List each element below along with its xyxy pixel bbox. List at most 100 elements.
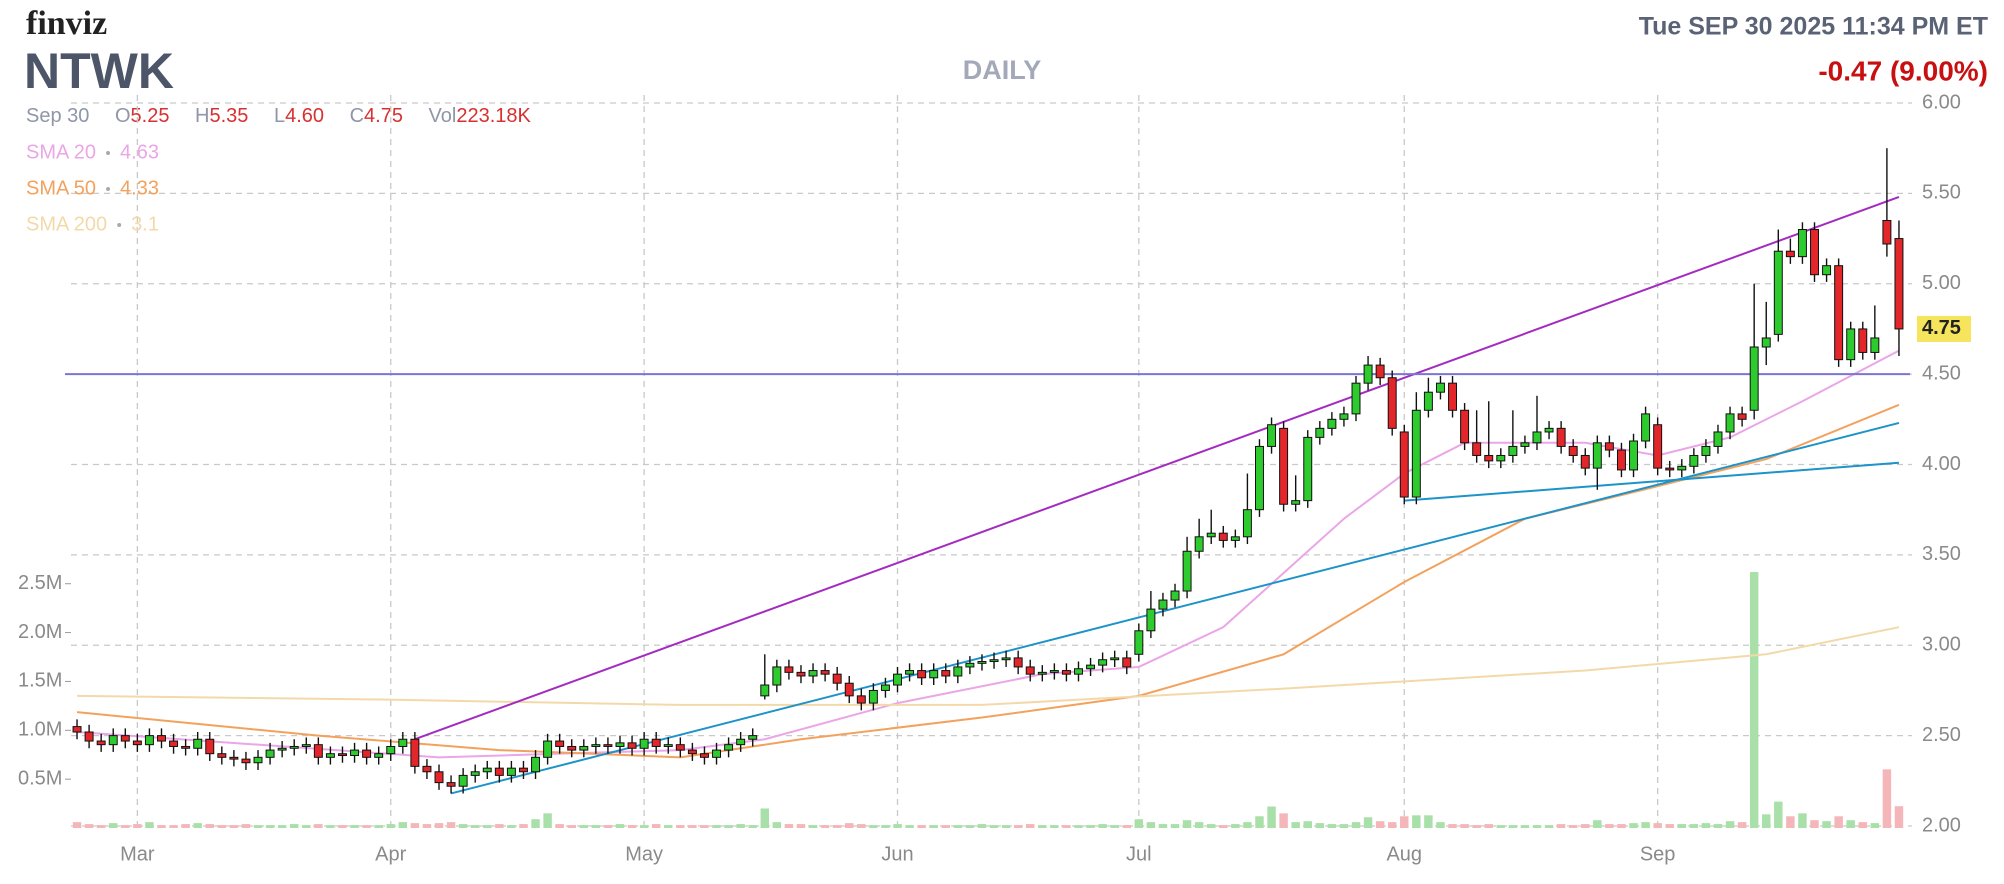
volume-bar xyxy=(1641,822,1650,828)
volume-bar xyxy=(386,824,395,828)
candle-body xyxy=(350,749,360,757)
candle-body xyxy=(1061,670,1071,675)
volume-bar xyxy=(1508,825,1518,828)
candle-body xyxy=(325,753,335,758)
candle-body xyxy=(1544,427,1554,433)
volume-bar xyxy=(1170,824,1180,828)
candle-body xyxy=(1797,229,1807,258)
candle-body xyxy=(1653,424,1663,469)
volume-bar xyxy=(338,825,347,828)
candle-body xyxy=(446,782,456,787)
info-label: O xyxy=(115,105,131,127)
legend: SMA 20 4.63 SMA 50 4.33 SMA 200 3.1 xyxy=(26,141,159,235)
volume-bar xyxy=(1146,822,1156,828)
candle-body xyxy=(1279,427,1289,505)
candle-body xyxy=(675,744,685,751)
x-tick-label: May xyxy=(625,843,663,865)
y2-tick-label: 1.5M xyxy=(18,670,62,692)
candle-body xyxy=(1146,608,1156,632)
volume-bar xyxy=(1496,825,1506,828)
volume-bar xyxy=(796,824,806,828)
candle-body xyxy=(1206,532,1216,538)
candle-body xyxy=(337,753,347,757)
candle-body xyxy=(796,671,806,677)
sma-line xyxy=(76,349,1900,759)
candle-body xyxy=(724,744,734,751)
info-value: 223.18K xyxy=(456,105,531,127)
volume-bar xyxy=(302,825,311,828)
volume-bar xyxy=(1834,816,1843,828)
candle-body xyxy=(132,740,142,746)
volume-bar xyxy=(1762,814,1771,828)
volume-bar xyxy=(1629,823,1638,828)
candle-body xyxy=(144,735,154,746)
volume-bar xyxy=(724,825,733,828)
volume-bar xyxy=(1231,824,1240,828)
volume-bar xyxy=(531,819,540,828)
volume-bar xyxy=(193,823,202,828)
candle-body xyxy=(313,744,323,758)
x-tick-label: Sep xyxy=(1640,843,1676,865)
candle-body xyxy=(1086,664,1096,670)
last-price-tag xyxy=(1917,315,1971,342)
volume-bar xyxy=(1617,824,1626,828)
candle-body xyxy=(277,747,287,751)
candle-body xyxy=(289,745,299,749)
candle-body xyxy=(687,749,697,755)
volume-bar xyxy=(1122,825,1131,828)
timeframe[interactable]: DAILY xyxy=(963,55,1042,85)
candle-body xyxy=(494,767,504,776)
info-label: C xyxy=(350,105,364,127)
volume-bar xyxy=(446,822,456,828)
volume-bar xyxy=(1062,825,1071,828)
trendline xyxy=(1404,461,1900,502)
candle-body xyxy=(1761,337,1771,348)
candle-body xyxy=(1870,337,1880,353)
volume-bar xyxy=(181,824,190,828)
volume-bar xyxy=(772,822,782,828)
volume-bar xyxy=(929,825,938,828)
volume-bar xyxy=(676,825,685,828)
candle-body xyxy=(1882,219,1892,245)
volume-bar xyxy=(434,823,444,828)
volume-bar xyxy=(205,824,214,828)
candle-body xyxy=(748,735,758,740)
volume-bar xyxy=(845,823,854,828)
candle-body xyxy=(362,749,372,758)
candle-body xyxy=(880,684,890,691)
volume-bar xyxy=(1665,824,1674,828)
ticker[interactable]: NTWK xyxy=(24,43,174,99)
volume-bar xyxy=(688,825,697,828)
volume-bar xyxy=(1279,813,1288,828)
volume-bar xyxy=(1303,821,1312,828)
volume-bar xyxy=(1387,822,1397,828)
x-tick-label: Jul xyxy=(1126,843,1152,865)
legend-value: 3.1 xyxy=(131,213,159,235)
logo[interactable]: finviz xyxy=(26,5,107,42)
candle-body xyxy=(120,735,130,742)
volume-bar xyxy=(1484,824,1493,828)
volume-bar xyxy=(1689,824,1699,828)
candle-body xyxy=(1423,391,1433,411)
volume-bar xyxy=(639,825,649,828)
candle-body xyxy=(1025,666,1035,675)
candle-body xyxy=(832,673,842,684)
volume-bar xyxy=(1894,806,1904,828)
volume-bar xyxy=(145,822,154,828)
volume-bar xyxy=(1810,820,1819,828)
candle-body xyxy=(1496,454,1506,462)
candle-body xyxy=(663,744,673,747)
volume-bar xyxy=(1532,825,1542,828)
candle-body xyxy=(1158,599,1168,610)
volume-bar xyxy=(1013,825,1023,828)
candle-body xyxy=(1677,465,1687,471)
volume-bar xyxy=(1134,819,1144,828)
volume-bar xyxy=(808,825,818,828)
info-label: Vol xyxy=(429,105,457,127)
candle-body xyxy=(1556,427,1566,447)
volume-bar xyxy=(169,825,178,828)
trendline xyxy=(414,196,1900,741)
volume-bar xyxy=(1870,823,1880,828)
volume-bar xyxy=(1882,769,1892,828)
volume-bar xyxy=(941,825,950,828)
